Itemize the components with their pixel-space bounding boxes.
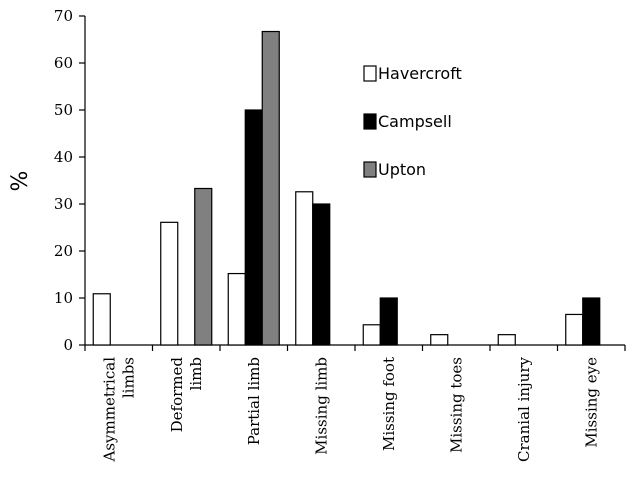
y-tick-label: 20 bbox=[54, 242, 73, 260]
x-tick-label: limb bbox=[187, 357, 205, 390]
x-tick-label: limbs bbox=[119, 357, 137, 398]
x-tick-label: Partial limb bbox=[245, 357, 263, 445]
y-tick-label: 50 bbox=[54, 101, 73, 119]
x-tick-label: Missing toes bbox=[447, 357, 465, 453]
plot-area: 0 10 20 30 40 50 60 70% Asymmetrical limbs Deforme… bbox=[8, 7, 626, 463]
bar-havercroft-3 bbox=[295, 191, 314, 346]
y-tick-label: 0 bbox=[63, 336, 73, 354]
y-axis-label: % bbox=[8, 171, 33, 192]
bar-havercroft-6 bbox=[497, 334, 516, 346]
bar-havercroft-7 bbox=[565, 313, 584, 346]
legend-swatch-havercroft bbox=[363, 65, 377, 82]
legend-label-campsell: Campsell bbox=[378, 112, 452, 131]
x-tick-label: Cranial injury bbox=[515, 356, 533, 461]
y-tick-label: 30 bbox=[54, 195, 73, 213]
bar-upton-1 bbox=[194, 187, 213, 346]
legend-label-havercroft: Havercroft bbox=[378, 64, 462, 83]
y-tick-label: 70 bbox=[54, 7, 73, 25]
legend: Havercroft Campsell Upton bbox=[363, 64, 462, 179]
x-tick-label: Asymmetrical bbox=[100, 357, 118, 463]
x-tick-label: Missing foot bbox=[380, 357, 398, 451]
bar-havercroft-2 bbox=[227, 272, 246, 346]
y-tick-label: 60 bbox=[54, 54, 73, 72]
legend-label-upton: Upton bbox=[378, 160, 426, 179]
bar-havercroft-0 bbox=[92, 293, 111, 346]
x-tick-label: Missing eye bbox=[582, 357, 600, 448]
bar-upton-2 bbox=[261, 30, 280, 346]
bar-campsell-3 bbox=[312, 203, 331, 346]
legend-swatch-campsell bbox=[363, 113, 377, 130]
bar-campsell-7 bbox=[582, 297, 601, 346]
bar-campsell-4 bbox=[379, 297, 398, 346]
bar-campsell-2 bbox=[244, 109, 263, 346]
bar-havercroft-1 bbox=[160, 221, 179, 346]
legend-swatch-upton bbox=[363, 161, 377, 178]
y-tick-label: 10 bbox=[54, 289, 73, 307]
bar-havercroft-5 bbox=[430, 334, 449, 346]
bar-havercroft-4 bbox=[362, 324, 381, 346]
y-tick-label: 40 bbox=[54, 148, 73, 166]
x-tick-label: Missing limb bbox=[312, 357, 330, 455]
x-tick-label: Deformed bbox=[168, 357, 186, 433]
